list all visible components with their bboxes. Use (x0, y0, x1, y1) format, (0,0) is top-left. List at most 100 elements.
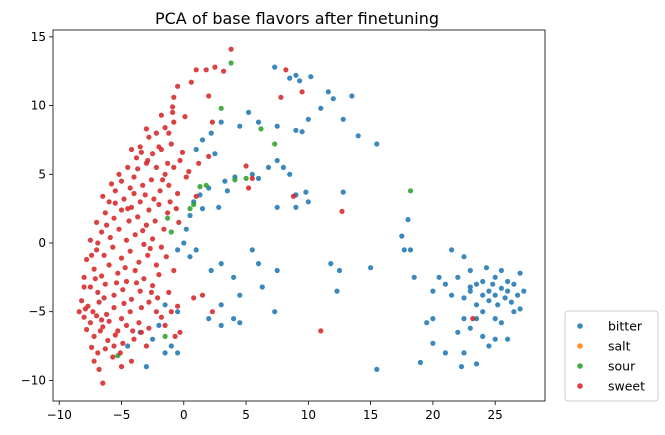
point-bitter-91 (374, 366, 380, 372)
x-tick-label: 15 (363, 408, 378, 422)
point-sour-6 (197, 184, 203, 190)
point-sweet-88 (141, 276, 147, 282)
point-sweet-105 (118, 316, 125, 322)
point-bitter-135 (467, 284, 473, 290)
point-bitter-119 (517, 306, 523, 312)
point-sweet-171 (101, 295, 107, 301)
point-sweet-99 (79, 298, 85, 304)
point-sweet-40 (148, 177, 154, 183)
point-sweet-92 (95, 289, 101, 295)
point-bitter-40 (274, 204, 280, 210)
point-bitter-39 (293, 204, 299, 210)
point-sweet-119 (105, 337, 111, 344)
point-bitter-86 (125, 343, 131, 349)
point-bitter-63 (407, 247, 414, 253)
point-bitter-12 (299, 129, 305, 135)
point-bitter-103 (486, 288, 492, 294)
point-sour-4 (232, 177, 238, 183)
legend-label-bitter: bitter (608, 319, 643, 334)
point-sweet-12 (278, 94, 284, 100)
point-bitter-88 (430, 340, 436, 346)
point-sweet-156 (104, 222, 110, 228)
point-sweet-42 (166, 182, 172, 188)
point-sweet-93 (102, 281, 108, 287)
point-sweet-26 (143, 126, 149, 132)
x-tick-label: 10 (301, 408, 316, 422)
point-bitter-18 (193, 146, 199, 153)
x-tick-label: 25 (488, 408, 503, 422)
point-sweet-33 (162, 171, 168, 177)
point-sweet-159 (81, 284, 87, 290)
point-bitter-5 (325, 89, 331, 95)
point-sweet-165 (163, 254, 169, 260)
point-bitter-78 (162, 302, 168, 308)
point-bitter-52 (231, 274, 237, 280)
legend-label-salt: salt (608, 339, 631, 354)
point-sweet-146 (131, 190, 137, 197)
point-sweet-50 (146, 207, 152, 213)
point-bitter-83 (143, 364, 149, 370)
point-sweet-190 (172, 333, 178, 339)
point-sour-0 (228, 60, 234, 66)
point-bitter-44 (187, 212, 193, 219)
point-bitter-67 (449, 247, 455, 253)
point-sweet-32 (171, 164, 177, 170)
point-sweet-44 (183, 174, 189, 180)
point-sweet-30 (168, 141, 174, 147)
point-sweet-141 (153, 309, 159, 315)
x-tick-label: 0 (180, 408, 188, 422)
point-sweet-154 (108, 181, 115, 187)
point-bitter-53 (249, 247, 255, 253)
point-bitter-1 (287, 75, 293, 81)
point-sweet-107 (136, 320, 142, 326)
point-sweet-183 (158, 112, 164, 118)
point-sweet-34 (153, 164, 159, 170)
point-bitter-19 (212, 151, 218, 157)
point-sour-12 (162, 333, 168, 339)
point-bitter-38 (305, 199, 311, 205)
point-bitter-4 (308, 74, 314, 80)
point-bitter-37 (303, 189, 309, 195)
point-bitter-51 (218, 261, 224, 267)
point-sweet-186 (148, 289, 154, 295)
point-sweet-138 (209, 309, 215, 315)
point-bitter-121 (492, 316, 498, 322)
point-sweet-121 (120, 340, 126, 346)
point-sweet-68 (132, 232, 138, 238)
point-sweet-72 (87, 237, 93, 243)
point-sweet-177 (127, 185, 133, 191)
point-sweet-39 (140, 182, 146, 188)
point-sweet-181 (196, 160, 202, 166)
point-bitter-56 (336, 267, 343, 274)
point-sweet-16 (249, 175, 255, 181)
point-bitter-92 (442, 281, 448, 287)
point-bitter-70 (237, 292, 243, 298)
point-sweet-64 (99, 229, 105, 235)
point-bitter-32 (224, 188, 230, 194)
point-bitter-124 (461, 316, 467, 322)
point-bitter-106 (492, 292, 498, 298)
point-bitter-84 (162, 350, 168, 356)
point-bitter-58 (334, 288, 340, 294)
point-sweet-17 (193, 193, 199, 199)
point-sweet-27 (137, 144, 143, 150)
point-sweet-25 (146, 134, 152, 140)
point-sweet-142 (143, 343, 149, 349)
point-bitter-26 (249, 171, 255, 177)
point-sweet-155 (100, 193, 106, 199)
point-bitter-74 (231, 316, 237, 322)
point-sweet-134 (168, 309, 174, 315)
point-bitter-75 (218, 322, 224, 328)
point-bitter-60 (399, 233, 405, 239)
point-sweet-125 (110, 354, 116, 360)
point-bitter-80 (150, 336, 156, 342)
point-sweet-135 (177, 329, 183, 335)
point-sweet-106 (127, 309, 133, 315)
point-sweet-24 (153, 130, 159, 136)
point-sweet-11 (299, 89, 305, 95)
point-sweet-84 (106, 262, 112, 268)
point-sweet-9 (206, 93, 212, 99)
point-sweet-18 (290, 193, 296, 199)
point-bitter-96 (467, 288, 473, 294)
point-bitter-57 (328, 261, 334, 267)
